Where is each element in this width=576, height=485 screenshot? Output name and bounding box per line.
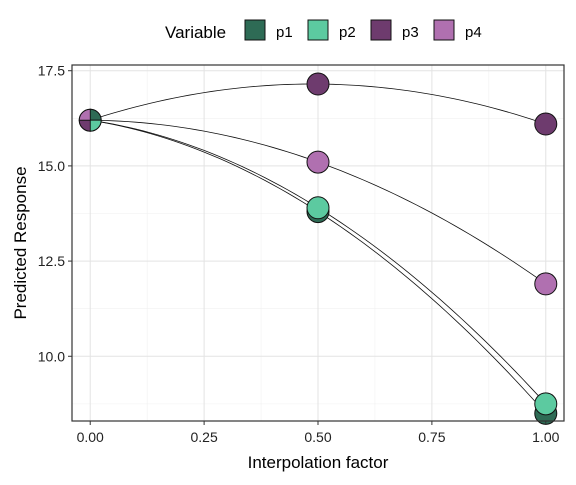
x-axis-label: Interpolation factor: [248, 453, 389, 472]
y-tick-label: 12.5: [38, 253, 65, 269]
x-tick-label: 0.00: [77, 429, 104, 445]
legend-label-p3: p3: [402, 24, 419, 41]
legend-label-p4: p4: [465, 24, 482, 41]
y-tick-label: 15.0: [38, 158, 65, 174]
x-tick-label: 0.50: [304, 429, 331, 445]
data-point-p4: [534, 272, 558, 296]
data-point-p3: [534, 112, 558, 136]
x-tick-label: 0.75: [418, 429, 445, 445]
y-axis-label: Predicted Response: [11, 166, 30, 319]
x-tick-label: 1.00: [532, 429, 559, 445]
point-outline: [78, 108, 102, 132]
data-point-p2: [306, 196, 330, 220]
y-axis: 10.0 12.5 15.0 17.5: [38, 63, 72, 364]
legend-key-p3: [370, 19, 392, 41]
legend-key-p4: [433, 19, 455, 41]
legend: Variable p1 p2 p3 p4: [165, 19, 482, 42]
legend-key-p2: [307, 19, 329, 41]
y-tick-label: 10.0: [38, 348, 65, 364]
x-axis: 0.00 0.25 0.50 0.75 1.00: [77, 421, 560, 445]
y-tick-label: 17.5: [38, 63, 65, 79]
data-point-p4: [306, 150, 330, 174]
legend-entries: p1 p2 p3 p4: [244, 19, 482, 41]
legend-key-p1: [244, 19, 266, 41]
data-point-p3: [306, 72, 330, 96]
legend-title: Variable: [165, 23, 226, 42]
legend-label-p1: p1: [276, 24, 293, 41]
legend-label-p2: p2: [339, 24, 356, 41]
data-points: [78, 72, 558, 425]
data-point-p2: [534, 392, 558, 416]
x-tick-label: 0.25: [190, 429, 217, 445]
